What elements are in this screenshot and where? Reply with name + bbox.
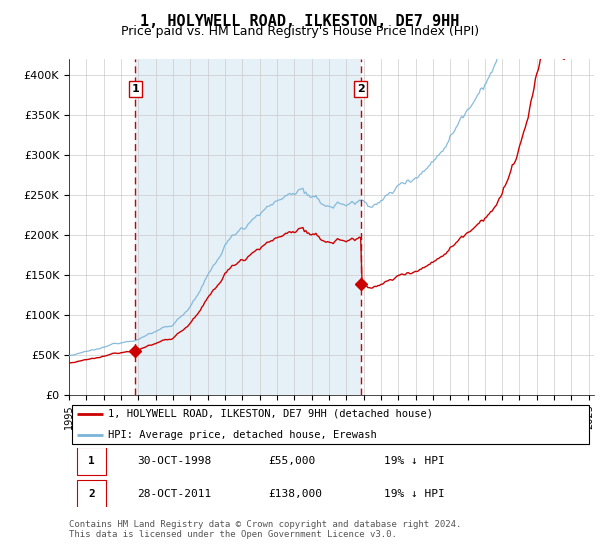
FancyBboxPatch shape: [77, 447, 106, 475]
Text: 1, HOLYWELL ROAD, ILKESTON, DE7 9HH (detached house): 1, HOLYWELL ROAD, ILKESTON, DE7 9HH (det…: [109, 409, 433, 419]
FancyBboxPatch shape: [71, 405, 589, 444]
Text: 19% ↓ HPI: 19% ↓ HPI: [384, 456, 445, 466]
Text: 1, HOLYWELL ROAD, ILKESTON, DE7 9HH: 1, HOLYWELL ROAD, ILKESTON, DE7 9HH: [140, 14, 460, 29]
Text: 2: 2: [88, 489, 95, 499]
Text: HPI: Average price, detached house, Erewash: HPI: Average price, detached house, Erew…: [109, 430, 377, 440]
Text: £138,000: £138,000: [269, 489, 323, 499]
Text: Price paid vs. HM Land Registry's House Price Index (HPI): Price paid vs. HM Land Registry's House …: [121, 25, 479, 38]
Text: £55,000: £55,000: [269, 456, 316, 466]
Text: 1: 1: [88, 456, 95, 466]
Text: 1: 1: [131, 84, 139, 94]
Text: 19% ↓ HPI: 19% ↓ HPI: [384, 489, 445, 499]
Text: 28-OCT-2011: 28-OCT-2011: [137, 489, 212, 499]
Text: 2: 2: [357, 84, 364, 94]
Bar: [136, 59, 361, 395]
FancyBboxPatch shape: [77, 480, 106, 508]
Text: Contains HM Land Registry data © Crown copyright and database right 2024.
This d: Contains HM Land Registry data © Crown c…: [69, 520, 461, 539]
Text: 30-OCT-1998: 30-OCT-1998: [137, 456, 212, 466]
